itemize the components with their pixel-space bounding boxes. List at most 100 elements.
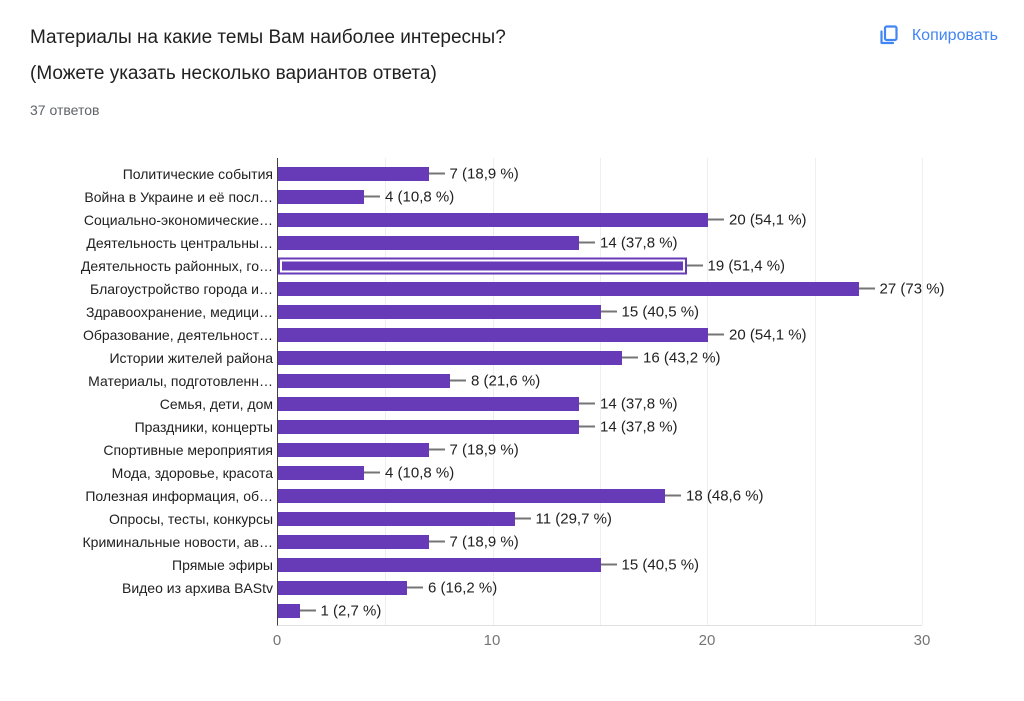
bar[interactable] bbox=[278, 212, 708, 227]
bar[interactable] bbox=[278, 465, 364, 480]
copy-button[interactable]: Копировать bbox=[876, 24, 998, 48]
bar-highlighted[interactable] bbox=[278, 257, 687, 274]
bar[interactable] bbox=[278, 603, 300, 618]
row-plot: 14 (37,8 %) bbox=[277, 415, 926, 438]
value-label-text: 7 (18,9 %) bbox=[449, 441, 519, 458]
category-label: Опросы, тесты, конкурсы bbox=[109, 510, 273, 527]
bar[interactable] bbox=[278, 350, 622, 365]
value-label: 1 (2,7 %) bbox=[299, 602, 382, 619]
question-header: Материалы на какие темы Вам наиболее инт… bbox=[0, 0, 1024, 118]
bar[interactable] bbox=[278, 511, 515, 526]
copy-button-label: Копировать bbox=[911, 27, 998, 44]
value-label: 7 (18,9 %) bbox=[428, 165, 519, 182]
value-label-text: 15 (40,5 %) bbox=[621, 303, 700, 320]
bar[interactable] bbox=[278, 166, 429, 181]
callout-line bbox=[299, 609, 316, 612]
bar[interactable] bbox=[278, 534, 429, 549]
bar[interactable] bbox=[278, 235, 579, 250]
chart-row: Деятельность центральны… 14 (37,8 %) bbox=[30, 231, 994, 254]
value-label: 20 (54,1 %) bbox=[708, 211, 807, 228]
value-label: 4 (10,8 %) bbox=[364, 464, 454, 481]
row-plot: 27 (73 %) bbox=[277, 277, 945, 300]
value-label-text: 1 (2,7 %) bbox=[320, 602, 382, 619]
chart-row: Полезная информация, об… 18 (48,6 %) bbox=[30, 484, 994, 507]
row-plot: 16 (43,2 %) bbox=[277, 346, 926, 369]
callout-line bbox=[407, 586, 423, 589]
row-plot: 7 (18,9 %) bbox=[277, 438, 926, 461]
chart-row: Образование, деятельност… 20 (54,1 %) bbox=[30, 323, 994, 346]
row-plot: 4 (10,8 %) bbox=[277, 185, 926, 208]
bar[interactable] bbox=[278, 281, 859, 296]
question-title-line1: Материалы на какие темы Вам наиболее инт… bbox=[30, 27, 506, 48]
row-plot: 20 (54,1 %) bbox=[277, 323, 926, 346]
chart-row: Опросы, тесты, конкурсы 11 (29,7 %) bbox=[30, 507, 994, 530]
row-plot: 7 (18,9 %) bbox=[277, 162, 926, 185]
row-plot: 18 (48,6 %) bbox=[277, 484, 926, 507]
category-label: Спортивные мероприятия bbox=[103, 441, 273, 458]
value-label: 7 (18,9 %) bbox=[428, 533, 519, 550]
category-label: Социально-экономические… bbox=[83, 211, 273, 228]
value-label-text: 20 (54,1 %) bbox=[729, 211, 807, 228]
callout-line bbox=[579, 402, 595, 405]
chart-row: Война в Украине и её посл… 4 (10,8 %) bbox=[30, 185, 994, 208]
value-label-text: 14 (37,8 %) bbox=[600, 234, 678, 251]
x-axis-tick-label: 20 bbox=[698, 632, 716, 649]
bar[interactable] bbox=[278, 189, 364, 204]
question-title-line2: (Можете указать несколько вариантов отве… bbox=[30, 63, 437, 84]
value-label-text: 4 (10,8 %) bbox=[385, 188, 455, 205]
chart-row: Криминальные новости, ав… 7 (18,9 %) bbox=[30, 530, 994, 553]
value-label: 4 (10,8 %) bbox=[364, 188, 454, 205]
chart-row: Прямые эфиры 15 (40,5 %) bbox=[30, 553, 994, 576]
value-label-text: 8 (21,6 %) bbox=[471, 372, 541, 389]
callout-line bbox=[428, 540, 445, 543]
x-axis-tick-label: 30 bbox=[913, 632, 931, 649]
bar[interactable] bbox=[278, 327, 708, 342]
value-label: 18 (48,6 %) bbox=[665, 487, 764, 504]
bar[interactable] bbox=[278, 488, 665, 503]
callout-line bbox=[600, 563, 617, 566]
question-title: Материалы на какие темы Вам наиболее инт… bbox=[30, 20, 790, 92]
bar[interactable] bbox=[278, 373, 450, 388]
callout-line bbox=[708, 218, 724, 221]
category-label: Деятельность центральны… bbox=[86, 234, 273, 251]
bar[interactable] bbox=[278, 557, 601, 572]
callout-line bbox=[622, 356, 638, 359]
value-label-text: 19 (51,4 %) bbox=[707, 257, 786, 274]
chart-row: 1 (2,7 %) bbox=[30, 599, 994, 622]
value-label: 15 (40,5 %) bbox=[600, 303, 700, 320]
chart-row: Благоустройство города и… 27 (73 %) bbox=[30, 277, 994, 300]
value-label: 6 (16,2 %) bbox=[407, 579, 497, 596]
bar[interactable] bbox=[278, 304, 601, 319]
value-label-text: 7 (18,9 %) bbox=[449, 165, 519, 182]
category-label: Здравоохранение, медици… bbox=[85, 303, 273, 320]
x-axis-tick-label: 10 bbox=[483, 632, 501, 649]
category-label: Материалы, подготовленн… bbox=[88, 372, 273, 389]
category-label: Семья, дети, дом bbox=[159, 395, 273, 412]
row-plot: 1 (2,7 %) bbox=[277, 599, 926, 622]
bar[interactable] bbox=[278, 442, 429, 457]
callout-line bbox=[579, 425, 595, 428]
value-label-text: 18 (48,6 %) bbox=[686, 487, 764, 504]
chart-row: Праздники, концерты 14 (37,8 %) bbox=[30, 415, 994, 438]
chart-row: Семья, дети, дом 14 (37,8 %) bbox=[30, 392, 994, 415]
bar[interactable] bbox=[278, 419, 579, 434]
callout-line bbox=[514, 517, 531, 520]
callout-line bbox=[858, 287, 875, 290]
category-label: Прямые эфиры bbox=[172, 556, 273, 573]
row-plot: 19 (51,4 %) bbox=[277, 254, 926, 277]
chart-row: Мода, здоровье, красота 4 (10,8 %) bbox=[30, 461, 994, 484]
callout-line bbox=[364, 471, 380, 474]
value-label-text: 27 (73 %) bbox=[879, 280, 945, 297]
category-label: Видео из архива BAStv bbox=[121, 579, 273, 596]
row-plot: 20 (54,1 %) bbox=[277, 208, 926, 231]
responses-count: 37 ответов bbox=[30, 102, 100, 118]
bar[interactable] bbox=[278, 580, 407, 595]
chart-row: Истории жителей района 16 (43,2 %) bbox=[30, 346, 994, 369]
row-plot: 7 (18,9 %) bbox=[277, 530, 926, 553]
value-label: 15 (40,5 %) bbox=[600, 556, 699, 573]
chart-rows: Политические события 7 (18,9 %) Война в Ук… bbox=[30, 158, 994, 626]
chart-row: Деятельность районных, го… 19 (51,4 %) bbox=[30, 254, 994, 277]
callout-line bbox=[364, 195, 380, 198]
bar[interactable] bbox=[278, 396, 579, 411]
